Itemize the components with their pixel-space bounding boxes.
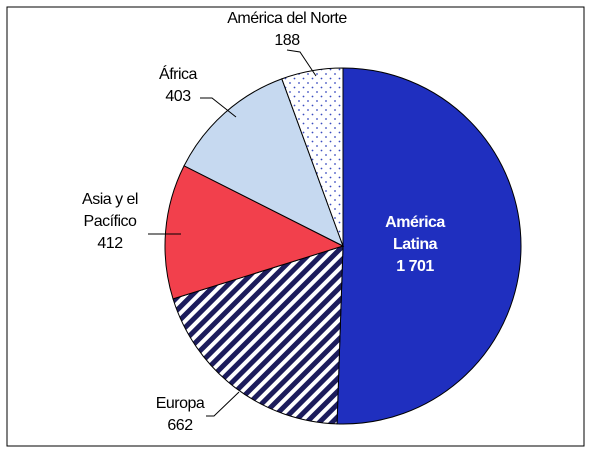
category-name: América Latina xyxy=(385,214,445,253)
data-label: África 403 xyxy=(140,64,216,108)
pie-slice xyxy=(164,165,345,300)
value-label: 403 xyxy=(165,88,191,105)
value-label: 662 xyxy=(167,417,193,434)
frame xyxy=(6,6,585,447)
category-name: Asia y el Pacífico xyxy=(82,191,138,230)
category-name: América del Norte xyxy=(227,10,347,27)
value-label: 188 xyxy=(274,32,300,49)
data-label: Europa 662 xyxy=(140,393,220,437)
category-name: África xyxy=(159,66,197,83)
category-name: Europa xyxy=(155,395,205,412)
value-label: 412 xyxy=(97,235,123,252)
pie-slice xyxy=(336,67,522,425)
leader-line xyxy=(286,49,317,77)
data-label: América Latina 1 701 xyxy=(370,212,460,278)
data-label: América del Norte 188 xyxy=(207,8,367,52)
leaders xyxy=(148,49,317,417)
slices xyxy=(164,67,522,425)
value-label: 1 701 xyxy=(396,258,434,275)
pie-slice xyxy=(183,78,344,248)
pie-slice xyxy=(172,245,344,425)
data-label: Asia y el Pacífico 412 xyxy=(70,189,150,255)
leader-line xyxy=(206,391,240,417)
leader-line xyxy=(200,97,237,118)
